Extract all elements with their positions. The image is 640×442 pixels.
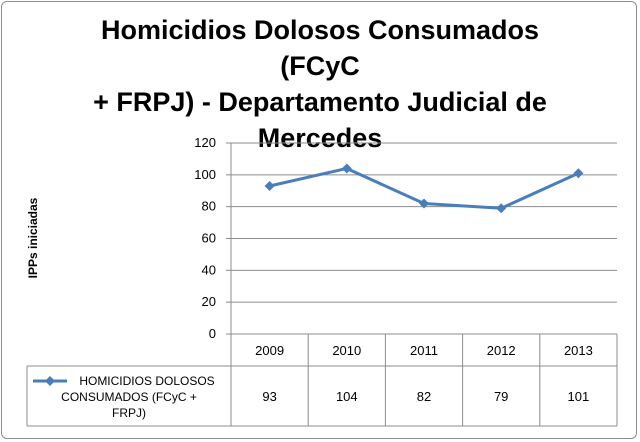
y-tick-label: 120 (194, 135, 216, 150)
y-tick-label: 80 (202, 199, 216, 214)
y-tick-label: 60 (202, 231, 216, 246)
data-table-value: 79 (494, 389, 508, 404)
data-table: 2009 2010 2011 2012 2013 93 104 82 79 101 HOMICIDI… (26, 333, 618, 427)
y-tick-label: 0 (209, 326, 216, 341)
y-tick-label: 20 (202, 294, 216, 309)
data-point-marker (496, 203, 507, 214)
x-category-label: 2012 (487, 343, 516, 358)
y-axis-label: IPPs iniciadas (26, 197, 40, 278)
gridlines (231, 142, 617, 303)
data-table-value: 104 (336, 389, 358, 404)
series (264, 163, 584, 214)
legend-label-line: FRPJ) (112, 406, 146, 420)
legend-marker-icon (45, 376, 55, 386)
x-category-label: 2009 (255, 343, 284, 358)
data-point-marker (573, 168, 584, 179)
chart-title: Homicidios Dolosos Consumados (FCyC + FR… (60, 12, 580, 156)
axes: 0 20 40 60 80 100 120 (194, 135, 232, 341)
x-category-label: 2013 (564, 343, 593, 358)
x-category-label: 2010 (332, 343, 361, 358)
chart-title-line-2: + FRPJ) - Departamento Judicial de (93, 87, 547, 117)
data-point-marker (341, 163, 352, 174)
data-table-value: 93 (262, 389, 276, 404)
data-table-value: 82 (417, 389, 431, 404)
x-category-label: 2011 (410, 343, 438, 358)
legend-label-line: CONSUMADOS (FCyC + (61, 390, 197, 404)
legend-label: HOMICIDIOS DOLOSOS CONSUMADOS (FCyC + FRPJ… (61, 374, 215, 420)
data-point-marker (419, 198, 429, 209)
y-tick-label: 100 (194, 167, 216, 182)
legend-label-line: HOMICIDIOS DOLOSOS (79, 374, 214, 388)
y-tick-label: 40 (202, 262, 216, 277)
data-table-value: 101 (568, 389, 590, 404)
data-point-marker (264, 180, 275, 191)
chart-title-line-1: Homicidios Dolosos Consumados (FCyC (100, 15, 540, 81)
chart-title-line-3: Mercedes (257, 123, 383, 153)
